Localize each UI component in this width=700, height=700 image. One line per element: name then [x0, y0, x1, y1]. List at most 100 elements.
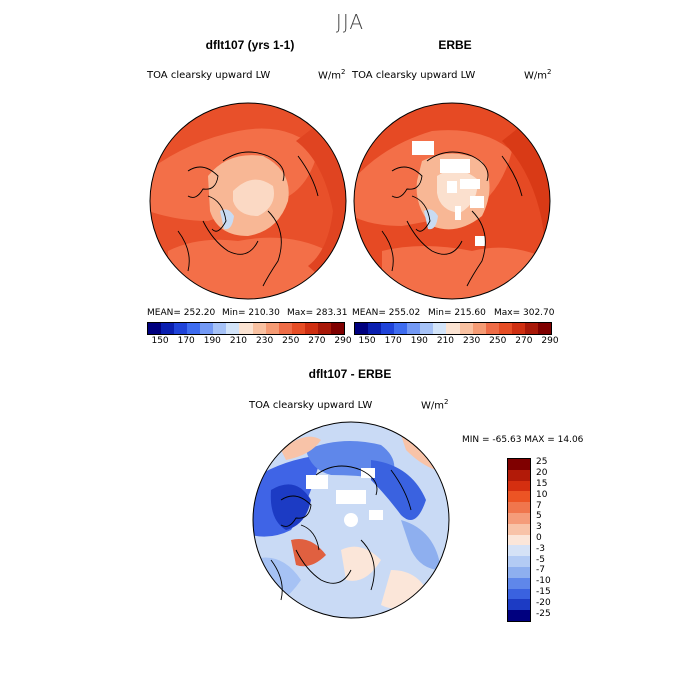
panel-2-min: Min= 215.60	[428, 308, 486, 318]
colorbar-level-label: 0	[536, 533, 542, 543]
colorbar-tick-label: 190	[202, 336, 222, 346]
season-title: JJA	[0, 10, 700, 34]
diff-variable: TOA clearsky upward LW	[249, 400, 372, 411]
colorbar-swatch	[292, 323, 305, 334]
colorbar-swatch	[446, 323, 459, 334]
colorbar-swatch	[473, 323, 486, 334]
colorbar-swatch	[508, 578, 530, 589]
colorbar-tick-label: 290	[540, 336, 560, 346]
colorbar-swatch	[486, 323, 499, 334]
panel-1-max: Max= 283.31	[287, 308, 348, 318]
colorbar-level-label: 7	[536, 501, 542, 511]
colorbar-swatch	[148, 323, 161, 334]
colorbar-swatch	[355, 323, 368, 334]
colorbar-tick-label: 270	[514, 336, 534, 346]
colorbar-swatch	[368, 323, 381, 334]
colorbar-swatch	[305, 323, 318, 334]
colorbar-swatch	[508, 610, 530, 621]
colorbar-tick-label: 170	[383, 336, 403, 346]
colorbar-swatch	[460, 323, 473, 334]
colorbar-level-label: -20	[536, 598, 551, 608]
colorbar-swatch	[508, 545, 530, 556]
colorbar-swatch	[508, 491, 530, 502]
colorbar-swatch	[508, 459, 530, 470]
colorbar-swatch	[508, 513, 530, 524]
colorbar-swatch	[508, 567, 530, 578]
colorbar-tick-label: 210	[228, 336, 248, 346]
colorbar-tick-label: 230	[462, 336, 482, 346]
colorbar-tick-label: 230	[255, 336, 275, 346]
colorbar-level-label: 15	[536, 479, 547, 489]
colorbar-tick-label: 210	[435, 336, 455, 346]
colorbar-swatch	[161, 323, 174, 334]
colorbar-tick-label: 250	[488, 336, 508, 346]
panel-2-max: Max= 302.70	[494, 308, 555, 318]
colorbar-swatch	[407, 323, 420, 334]
colorbar-swatch	[420, 323, 433, 334]
colorbar-tick-label: 250	[281, 336, 301, 346]
colorbar-level-label: -5	[536, 555, 545, 565]
colorbar-swatch	[279, 323, 292, 334]
colorbar-swatch	[508, 556, 530, 567]
diff-minmax: MIN = -65.63 MAX = 14.06	[462, 435, 583, 445]
colorbar-swatch	[525, 323, 538, 334]
colorbar-tick-label: 170	[176, 336, 196, 346]
colorbar-level-label: -25	[536, 609, 551, 619]
panel-1-map	[148, 101, 348, 301]
colorbar-swatch	[508, 470, 530, 481]
colorbar-tick-label: 150	[357, 336, 377, 346]
colorbar-level-label: 20	[536, 468, 547, 478]
colorbar-swatch	[239, 323, 252, 334]
colorbar-swatch	[187, 323, 200, 334]
panel-2-variable: TOA clearsky upward LW	[352, 70, 475, 81]
colorbar-tick-label: 290	[333, 336, 353, 346]
colorbar-level-label: 5	[536, 511, 542, 521]
colorbar-swatch	[538, 323, 551, 334]
diff-units: W/m2	[421, 398, 448, 411]
colorbar-swatch	[508, 524, 530, 535]
colorbar-swatch	[318, 323, 331, 334]
colorbar-level-label: 25	[536, 457, 547, 467]
colorbar-swatch	[213, 323, 226, 334]
colorbar-tick-label: 150	[150, 336, 170, 346]
colorbar-tick-label: 270	[307, 336, 327, 346]
colorbar-swatch	[266, 323, 279, 334]
diff-title: dflt107 - ERBE	[270, 367, 430, 381]
colorbar-swatch	[200, 323, 213, 334]
panel-1-colorbar-ticks: 150 170 190 210 230 250 270 290	[147, 336, 345, 348]
colorbar-level-label: -7	[536, 565, 545, 575]
colorbar-level-label: -3	[536, 544, 545, 554]
colorbar-swatch	[512, 323, 525, 334]
colorbar-swatch	[394, 323, 407, 334]
panel-1-colorbar	[147, 322, 345, 335]
panel-1-mean: MEAN= 252.20	[147, 308, 215, 318]
colorbar-swatch	[508, 502, 530, 513]
diff-map	[251, 420, 451, 620]
colorbar-level-label: -15	[536, 587, 551, 597]
panel-2-mean: MEAN= 255.02	[352, 308, 420, 318]
colorbar-swatch	[508, 535, 530, 546]
panel-1-min: Min= 210.30	[222, 308, 280, 318]
diff-colorbar-labels: 25 20 15 10 7 5 3 0 -3 -5 -7 -10 -15 -20 -25	[536, 458, 576, 622]
colorbar-swatch	[331, 323, 344, 334]
panel-2-title: ERBE	[405, 38, 505, 52]
colorbar-swatch	[174, 323, 187, 334]
panel-2-colorbar-ticks: 150 170 190 210 230 250 270 290	[354, 336, 552, 348]
colorbar-level-label: -10	[536, 576, 551, 586]
colorbar-swatch	[226, 323, 239, 334]
colorbar-swatch	[253, 323, 266, 334]
colorbar-swatch	[508, 599, 530, 610]
colorbar-swatch	[433, 323, 446, 334]
colorbar-level-label: 10	[536, 490, 547, 500]
colorbar-swatch	[499, 323, 512, 334]
panel-2-units: W/m2	[524, 68, 551, 81]
panel-2-map	[352, 101, 552, 301]
colorbar-swatch	[381, 323, 394, 334]
panel-1-variable: TOA clearsky upward LW	[147, 70, 270, 81]
diff-colorbar	[507, 458, 531, 622]
panel-1-units: W/m2	[318, 68, 345, 81]
colorbar-swatch	[508, 589, 530, 600]
colorbar-level-label: 3	[536, 522, 542, 532]
colorbar-swatch	[508, 481, 530, 492]
panel-1-title: dflt107 (yrs 1-1)	[175, 38, 325, 52]
